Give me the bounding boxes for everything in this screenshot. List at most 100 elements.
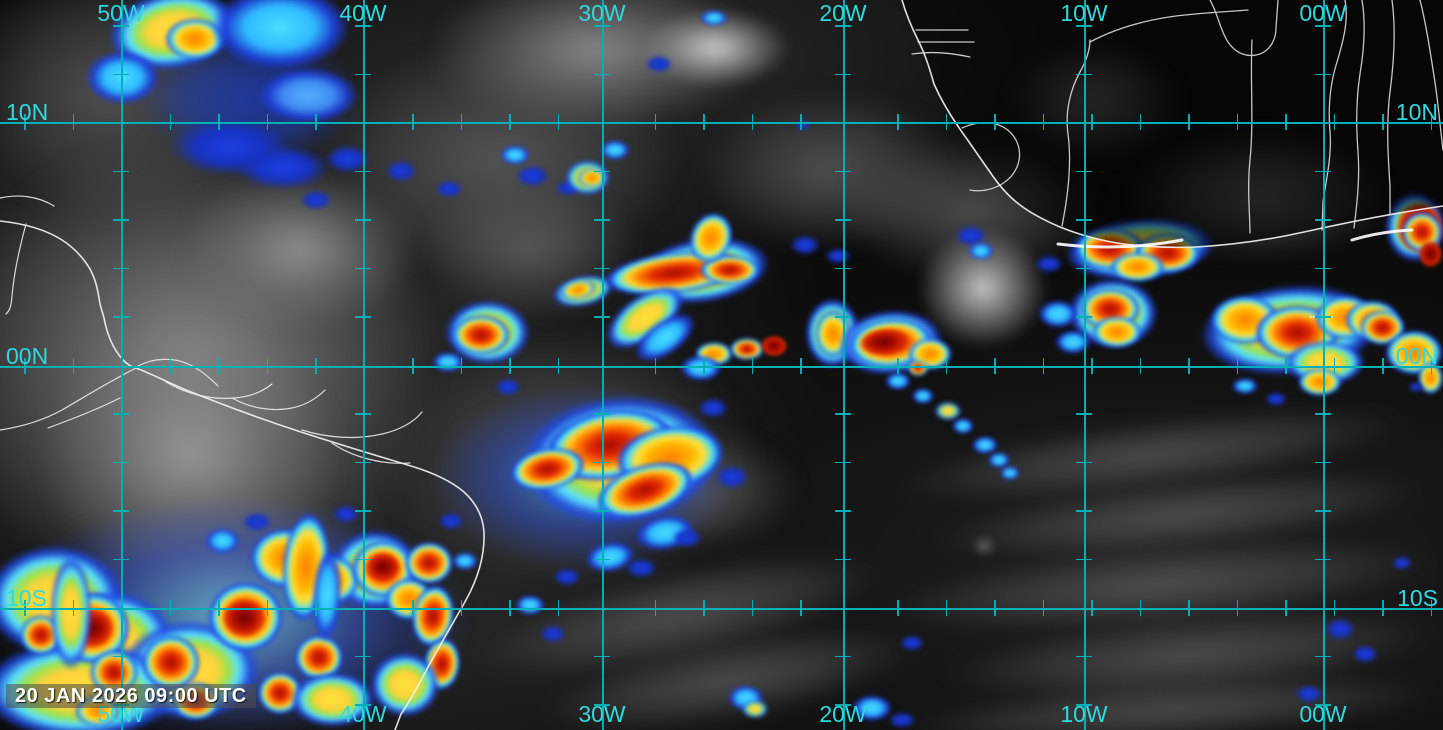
- grid-tick: [355, 25, 371, 27]
- cloud-blob-co: [1092, 316, 1142, 348]
- grid-tick: [355, 655, 371, 657]
- grid-tick: [1091, 600, 1093, 616]
- cloud-blob-cc: [515, 595, 545, 615]
- amazon-delta-channels: [0, 195, 423, 464]
- grid-tick: [355, 461, 371, 463]
- grid-tick: [266, 600, 268, 616]
- grid-tick: [835, 558, 851, 560]
- lat-label-right-00N: 00N: [1395, 343, 1438, 369]
- cloud-blob-clb: [258, 68, 358, 123]
- cloud-blob-cb: [540, 625, 566, 643]
- cloud-blob-cb: [1035, 255, 1063, 273]
- lon-label-top-30W: 30W: [578, 0, 626, 26]
- grid-tick: [1236, 600, 1238, 616]
- grid-tick: [1315, 510, 1331, 512]
- grid-tick: [994, 600, 996, 616]
- grid-tick: [594, 170, 610, 172]
- grid-tick: [835, 704, 851, 706]
- grid-tick: [703, 114, 705, 130]
- cloud-blob-cy: [290, 672, 375, 727]
- cloud-blob-cc: [988, 452, 1010, 468]
- grid-tick: [1315, 655, 1331, 657]
- grid-tick: [835, 25, 851, 27]
- cloud-blob-cb: [438, 512, 464, 530]
- grid-tick: [1315, 267, 1331, 269]
- cloud-blob-cc: [952, 418, 974, 434]
- grid-tick: [113, 413, 129, 415]
- grid-tick: [1430, 114, 1432, 130]
- grid-tick: [654, 114, 656, 130]
- grid-tick: [594, 267, 610, 269]
- grid-tick: [751, 600, 753, 616]
- grid-tick: [594, 461, 610, 463]
- grid-tick: [1315, 25, 1331, 27]
- grid-tick: [1076, 25, 1092, 27]
- grid-tick: [1333, 358, 1335, 374]
- grid-tick: [1236, 358, 1238, 374]
- grid-tick: [355, 316, 371, 318]
- grid-tick: [1042, 600, 1044, 616]
- grid-tick: [1315, 73, 1331, 75]
- cloud-blob-cb: [955, 225, 987, 247]
- grid-tick: [113, 558, 129, 560]
- cloud-blob-cd: [365, 552, 401, 582]
- cloud-blob-cc: [1232, 378, 1258, 394]
- timestamp-overlay: 20 JAN 2026 09:00 UTC: [6, 684, 256, 708]
- cloud-blob-cb: [1352, 645, 1378, 663]
- grid-tick: [1188, 114, 1190, 130]
- cloud-blob-cb: [1295, 685, 1323, 703]
- meridian-50W: [121, 0, 123, 730]
- grid-tick: [594, 510, 610, 512]
- grid-tick: [1091, 114, 1093, 130]
- ghana-togo-border: [1321, 0, 1347, 231]
- grid-tick: [835, 170, 851, 172]
- cloud-blob-cb: [900, 635, 924, 651]
- lon-label-top-10W: 10W: [1060, 0, 1108, 26]
- grid-tick: [835, 461, 851, 463]
- cloud-blob-cb: [1265, 392, 1287, 406]
- grid-tick: [355, 704, 371, 706]
- grid-tick: [72, 600, 74, 616]
- ivorycoast-ghana-border: [1248, 39, 1253, 234]
- lat-label-right-10N: 10N: [1395, 99, 1438, 125]
- grid-tick: [509, 114, 511, 130]
- grid-tick: [594, 73, 610, 75]
- grid-tick: [412, 600, 414, 616]
- grid-tick: [509, 358, 511, 374]
- grid-tick: [594, 219, 610, 221]
- grid-tick: [1285, 358, 1287, 374]
- grid-tick: [315, 358, 317, 374]
- grid-tick: [72, 114, 74, 130]
- cloud-blob-cb: [1325, 618, 1355, 640]
- lon-label-bottom-10W: 10W: [1060, 701, 1108, 727]
- grid-tick: [897, 358, 899, 374]
- togo-benin-border: [1353, 0, 1365, 229]
- cloud-blob-cc: [500, 145, 530, 165]
- grid-tick: [557, 358, 559, 374]
- grid-tick: [1076, 267, 1092, 269]
- cloud-blob-cb: [645, 55, 673, 73]
- lon-label-top-00W: 00W: [1299, 0, 1347, 26]
- grid-tick: [994, 114, 996, 130]
- grid-tick: [355, 73, 371, 75]
- grid-tick: [355, 219, 371, 221]
- cloud-blob-cc: [968, 242, 994, 260]
- grid-tick: [355, 510, 371, 512]
- liberia-ivorycoast-border: [1061, 39, 1091, 227]
- grid-tick: [24, 114, 26, 130]
- grid-tick: [169, 114, 171, 130]
- grid-tick: [703, 600, 705, 616]
- cloud-blob-cb: [790, 235, 820, 255]
- grid-tick: [1382, 114, 1384, 130]
- grid-tick: [1091, 358, 1093, 374]
- grid-tick: [1315, 219, 1331, 221]
- guiana-border: [0, 195, 55, 207]
- grid-tick: [1188, 358, 1190, 374]
- cloud-blob-co: [578, 168, 606, 188]
- cloud-blob-cb: [435, 180, 463, 198]
- cloud-blob-cy: [742, 700, 768, 718]
- grid-tick: [945, 114, 947, 130]
- grid-tick: [113, 510, 129, 512]
